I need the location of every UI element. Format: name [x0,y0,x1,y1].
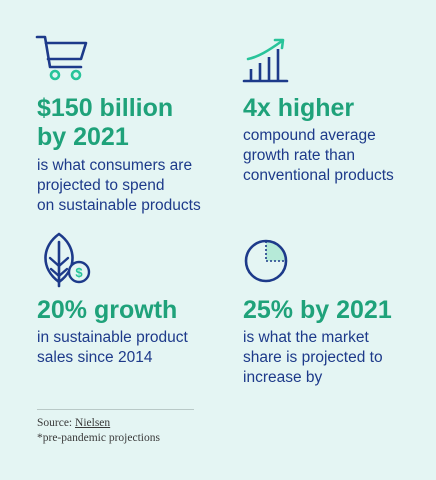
stat-description-line: growth rate than [243,147,356,164]
stat-description-line: increase by [243,369,323,386]
stat-description-line: conventional products [243,167,394,184]
stat-description-line: sales since 2014 [37,349,153,366]
source-link[interactable]: Nielsen [75,417,111,429]
growth-bar-chart-icon [242,38,289,83]
stat-headline-line: 4x higher [243,94,355,122]
stat-description-line: on sustainable products [37,197,201,214]
stat-sales-growth: 20% growth in sustainable product sales … [37,296,232,368]
stat-market-share: 25% by 2021 is what the market share is … [243,296,433,388]
svg-text:$: $ [75,265,83,280]
stat-headline-line: 20% growth [37,296,178,324]
leaf-dollar-icon: $ [44,232,91,288]
stat-description-line: is what the market [243,329,369,346]
stat-description: in sustainable product sales since 2014 [37,328,232,368]
stat-growth-rate: 4x higher compound average growth rate t… [243,94,433,186]
stat-description-line: in sustainable product [37,329,188,346]
stat-headline-line: 25% by 2021 [243,296,392,324]
footer-divider [37,409,194,410]
stat-description-line: is what consumers are [37,157,193,174]
stat-description-line: projected to spend [37,177,165,194]
source-prefix: Source: [37,417,76,429]
stat-headline: 25% by 2021 [243,296,433,325]
source-line: Source: Nielsen [37,416,160,431]
stat-description-line: compound average [243,127,376,144]
stat-description: compound average growth rate than conven… [243,126,433,186]
stat-headline: 4x higher [243,94,433,123]
footnote: *pre-pandemic projections [37,432,160,444]
stat-description: is what consumers are projected to spend… [37,156,232,216]
stat-description-line: share is projected to [243,349,383,366]
footer-source: Source: Nielsen *pre-pandemic projection… [37,416,160,446]
pie-quarter-icon [244,239,288,283]
stat-headline: 20% growth [37,296,232,325]
stat-headline: $150 billion by 2021 [37,94,232,152]
shopping-cart-icon [35,35,88,81]
stat-description: is what the market share is projected to… [243,328,433,388]
stat-headline-line: $150 billion [37,94,174,122]
stat-consumer-spend: $150 billion by 2021 is what consumers a… [37,94,232,216]
stat-headline-line: by 2021 [37,123,129,151]
